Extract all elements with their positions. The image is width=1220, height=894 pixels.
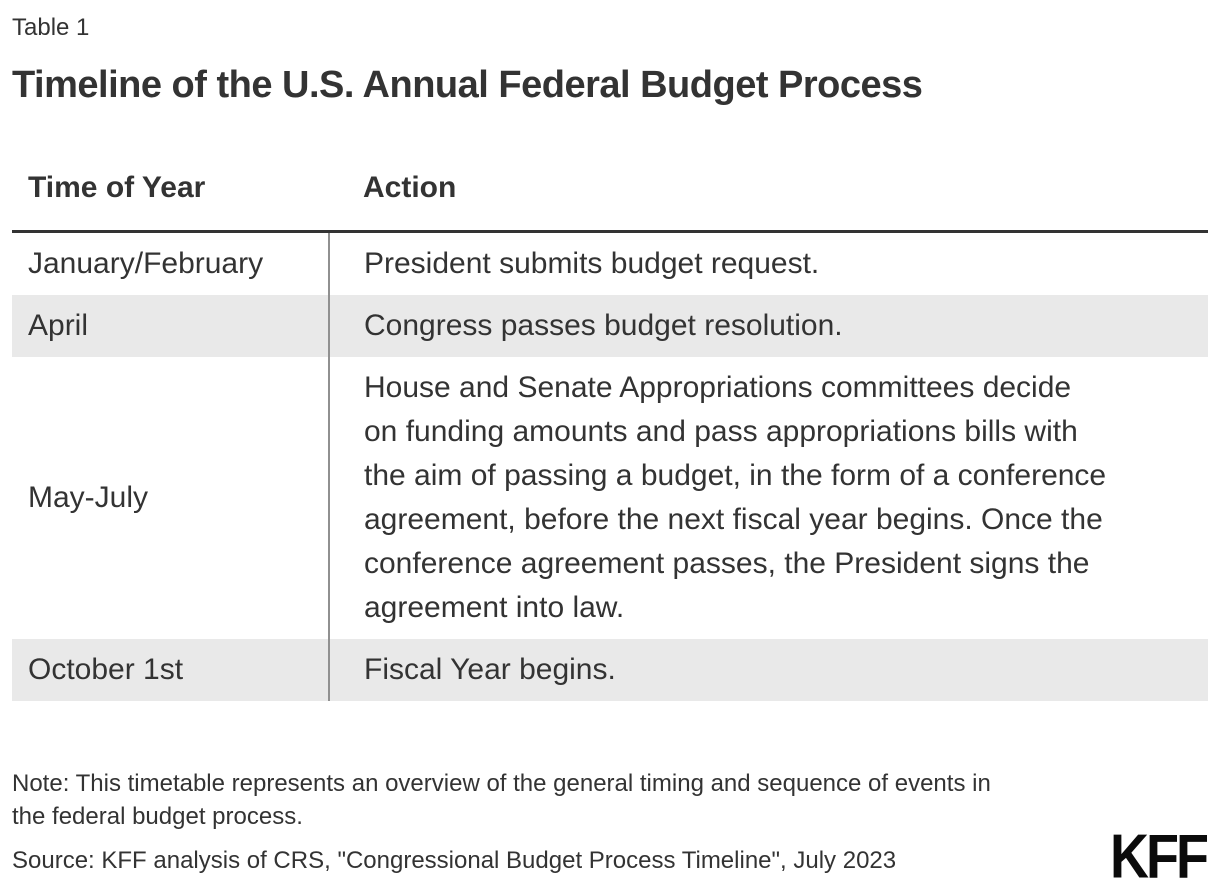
table-row: January/February President submits budge… — [12, 231, 1208, 295]
column-header-action: Action — [329, 170, 1208, 233]
action-cell: Fiscal Year begins. — [328, 639, 1208, 701]
time-of-year-cell: January/February — [28, 247, 264, 280]
note-text: Note: This timetable represents an overv… — [12, 770, 991, 830]
action-cell: House and Senate Appropriations committe… — [328, 357, 1208, 639]
table-row: May-July House and Senate Appropriations… — [12, 357, 1208, 639]
table-row: April Congress passes budget resolution. — [12, 295, 1208, 357]
time-of-year-cell: May-July — [28, 481, 149, 514]
action-cell: President submits budget request. — [328, 231, 1208, 295]
budget-timeline-table: Time of Year Action January/February Pre… — [12, 170, 1208, 701]
action-cell: Congress passes budget resolution. — [328, 295, 1208, 357]
time-of-year-cell: April — [28, 309, 89, 342]
source-text: Source: KFF analysis of CRS, "Congressio… — [12, 847, 897, 874]
table-label: Table 1 — [12, 14, 90, 41]
table-header: Time of Year Action — [12, 170, 1208, 233]
table-row: October 1st Fiscal Year begins. — [12, 639, 1208, 701]
kff-logo: KFF — [1110, 822, 1209, 892]
time-of-year-cell: October 1st — [28, 653, 184, 686]
page-title: Timeline of the U.S. Annual Federal Budg… — [12, 64, 923, 106]
column-header-time-of-year: Time of Year — [12, 170, 329, 233]
table-body: January/February President submits budge… — [12, 231, 1208, 701]
header-row: Time of Year Action — [12, 170, 1208, 233]
